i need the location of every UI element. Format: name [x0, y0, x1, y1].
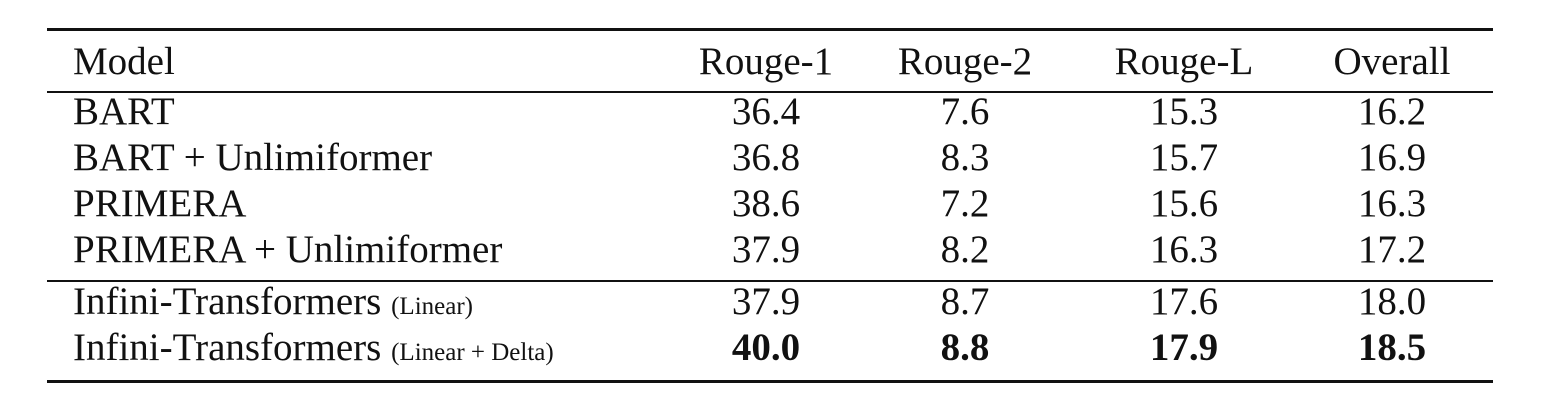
rouge-1-value: 36.8: [731, 136, 801, 179]
bottom-rule: [47, 380, 1493, 383]
table-row: PRIMERA 38.6 7.2 15.6 16.3: [47, 181, 1493, 227]
table-row: PRIMERA + Unlimiformer 37.9 8.2 16.3 17.…: [47, 227, 1493, 273]
model-label: Infini-Transformers: [73, 280, 382, 323]
table-row: Infini-Transformers (Linear) 37.9 8.7 17…: [47, 279, 1493, 325]
rouge-1-value: 37.9: [731, 228, 801, 271]
header-model: Model: [73, 40, 175, 83]
rouge-l-value: 15.7: [1149, 136, 1219, 179]
model-variant-label: (Linear): [391, 293, 473, 320]
rouge-2-value-best: 8.8: [940, 326, 990, 369]
model-variant-label: (Linear + Delta): [391, 339, 554, 366]
overall-value: 16.9: [1357, 136, 1427, 179]
table-row: BART 36.4 7.6 15.3 16.2: [47, 89, 1493, 135]
rouge-2-value: 7.2: [940, 182, 990, 225]
model-label: Infini-Transformers: [73, 326, 382, 369]
header-rouge-2: Rouge-2: [897, 40, 1033, 83]
rouge-l-value: 15.3: [1149, 90, 1219, 133]
overall-value: 17.2: [1357, 228, 1427, 271]
overall-value: 18.0: [1357, 280, 1427, 323]
rouge-2-value: 7.6: [940, 90, 990, 133]
rouge-l-value: 16.3: [1149, 228, 1219, 271]
section-rule: [47, 280, 1493, 282]
model-label: PRIMERA: [73, 182, 247, 225]
model-label: PRIMERA + Unlimiformer: [73, 228, 503, 271]
rouge-1-value: 37.9: [731, 280, 801, 323]
header-rouge-l: Rouge-L: [1114, 40, 1254, 83]
rouge-1-value: 36.4: [731, 90, 801, 133]
table-row: Infini-Transformers (Linear + Delta) 40.…: [47, 325, 1493, 371]
overall-value: 16.3: [1357, 182, 1427, 225]
rouge-2-value: 8.2: [940, 228, 990, 271]
table-row: BART + Unlimiformer 36.8 8.3 15.7 16.9: [47, 135, 1493, 181]
model-name: PRIMERA + Unlimiformer: [73, 227, 502, 273]
model-name: PRIMERA: [73, 181, 246, 227]
rouge-2-value: 8.7: [940, 280, 990, 323]
model-name: Infini-Transformers (Linear + Delta): [73, 325, 554, 376]
rouge-1-value: 38.6: [731, 182, 801, 225]
rouge-2-value: 8.3: [940, 136, 990, 179]
top-rule: [47, 28, 1493, 31]
header-row: Model Rouge-1 Rouge-2 Rouge-L Overall: [47, 39, 1493, 85]
header-rouge-1: Rouge-1: [698, 40, 834, 83]
rouge-l-value: 15.6: [1149, 182, 1219, 225]
header-rule: [47, 91, 1493, 93]
model-label: BART + Unlimiformer: [73, 136, 433, 179]
overall-value: 16.2: [1357, 90, 1427, 133]
model-name: Infini-Transformers (Linear): [73, 279, 473, 330]
model-label: BART: [73, 90, 175, 133]
rouge-l-value: 17.6: [1149, 280, 1219, 323]
header-overall: Overall: [1333, 40, 1451, 83]
model-name: BART + Unlimiformer: [73, 135, 432, 181]
rouge-l-value-best: 17.9: [1149, 326, 1219, 369]
rouge-1-value-best: 40.0: [731, 326, 801, 369]
overall-value-best: 18.5: [1357, 326, 1427, 369]
model-name: BART: [73, 89, 175, 135]
